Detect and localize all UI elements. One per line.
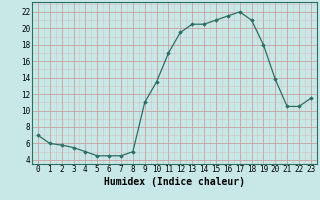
X-axis label: Humidex (Indice chaleur): Humidex (Indice chaleur) [104,177,245,187]
